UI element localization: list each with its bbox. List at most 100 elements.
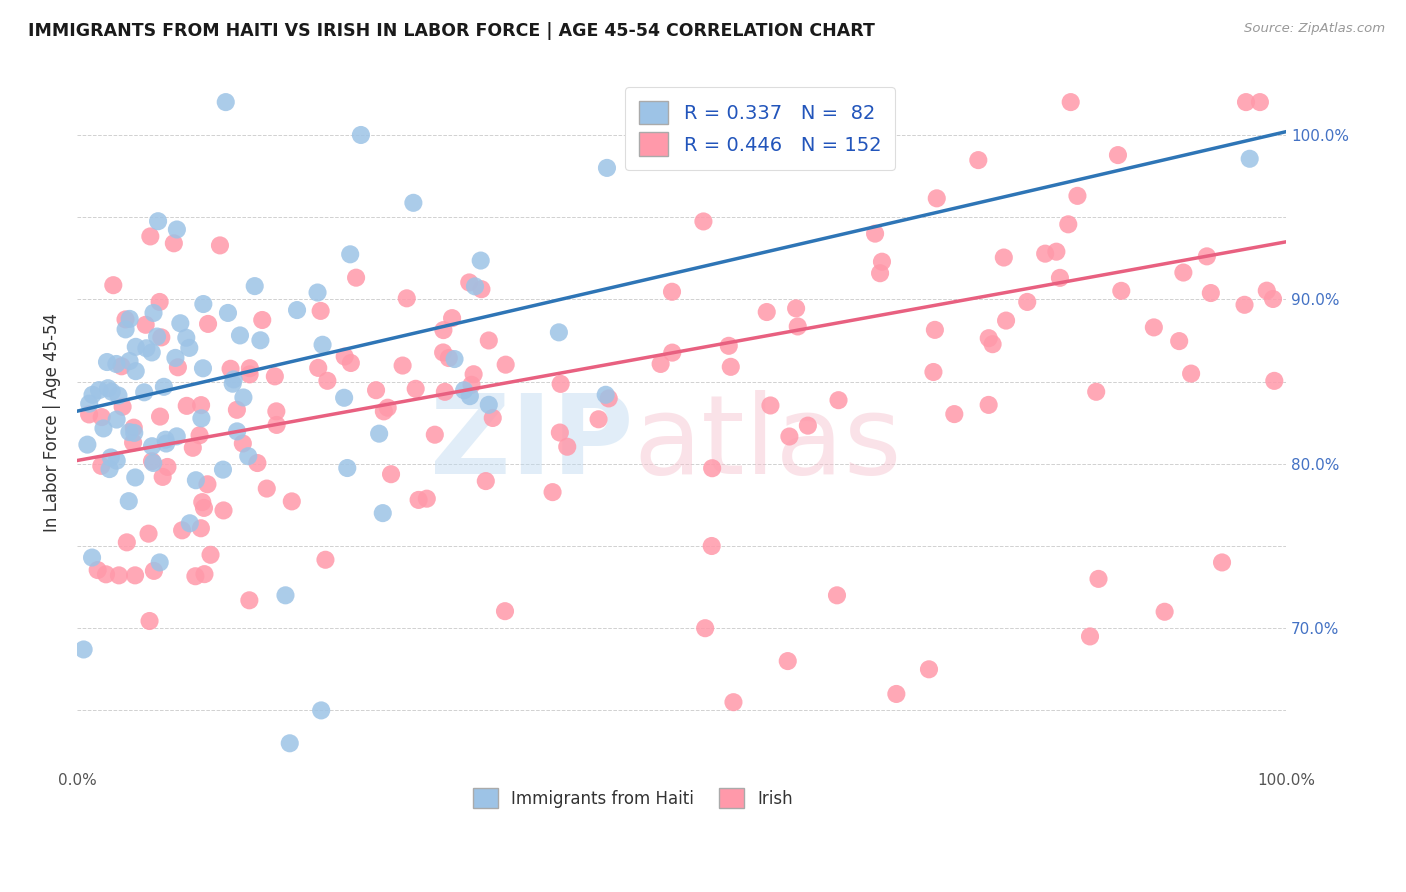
Point (249, 333, 271, 347)
Point (108, 568, 131, 582)
Point (146, 214, 169, 228)
Point (72, 642, 94, 657)
Point (243, 279, 266, 293)
Point (105, 357, 128, 371)
Point (478, 334, 501, 348)
Legend: Immigrants from Haiti, Irish: Immigrants from Haiti, Irish (467, 781, 800, 815)
Point (77, 396, 100, 410)
Point (314, 553, 336, 567)
Point (190, 521, 212, 535)
Point (541, 485, 564, 500)
Point (1180, 367, 1202, 381)
Point (118, 354, 141, 368)
Point (391, 359, 413, 373)
Point (87, 383, 110, 397)
Point (274, 588, 297, 602)
Point (408, 492, 430, 507)
Point (925, 191, 948, 205)
Point (786, 319, 808, 334)
Point (190, 398, 212, 412)
Point (246, 456, 269, 470)
Point (193, 567, 215, 582)
Point (475, 474, 498, 488)
Point (110, 359, 132, 374)
Point (350, 128, 373, 142)
Point (1085, 384, 1108, 399)
Point (1261, 292, 1284, 306)
Point (1195, 249, 1218, 263)
Point (924, 323, 946, 337)
Point (156, 459, 179, 474)
Point (256, 482, 278, 496)
Point (588, 412, 610, 426)
Point (311, 338, 333, 352)
Point (661, 285, 683, 299)
Point (922, 365, 945, 379)
Point (1211, 556, 1233, 570)
Point (176, 399, 198, 413)
Point (229, 328, 252, 343)
Point (1045, 244, 1067, 259)
Point (918, 662, 941, 676)
Point (555, 440, 578, 454)
Point (82, 388, 104, 402)
Point (340, 356, 363, 370)
Point (176, 331, 198, 345)
Point (155, 433, 177, 447)
Point (478, 398, 501, 412)
Point (141, 439, 163, 453)
Point (458, 276, 481, 290)
Point (481, 411, 503, 425)
Point (1049, 270, 1071, 285)
Point (139, 229, 162, 244)
Point (142, 564, 165, 578)
Point (1168, 334, 1191, 348)
Point (776, 654, 799, 668)
Point (217, 306, 239, 320)
Point (1249, 95, 1271, 109)
Point (1239, 152, 1261, 166)
Point (172, 524, 194, 538)
Text: Source: ZipAtlas.com: Source: ZipAtlas.com (1244, 22, 1385, 36)
Point (423, 427, 446, 442)
Point (163, 236, 186, 251)
Point (252, 313, 274, 327)
Point (373, 404, 395, 418)
Point (364, 383, 387, 397)
Point (90, 458, 112, 473)
Point (333, 391, 356, 405)
Point (285, 303, 308, 318)
Point (107, 388, 129, 402)
Point (470, 253, 492, 268)
Point (125, 364, 148, 378)
Point (1263, 374, 1285, 388)
Point (197, 317, 219, 331)
Point (105, 412, 128, 426)
Point (432, 345, 454, 359)
Point (870, 254, 893, 268)
Point (1153, 605, 1175, 619)
Point (100, 384, 122, 399)
Point (548, 326, 571, 340)
Point (650, 357, 672, 371)
Point (266, 417, 288, 432)
Point (700, 539, 723, 553)
Point (166, 222, 188, 236)
Point (226, 425, 249, 439)
Point (470, 282, 492, 296)
Point (977, 331, 1000, 345)
Point (93, 421, 115, 435)
Point (943, 407, 966, 421)
Point (595, 388, 617, 402)
Point (166, 429, 188, 443)
Point (1060, 95, 1083, 109)
Point (1199, 286, 1222, 301)
Point (432, 323, 454, 337)
Point (232, 436, 254, 450)
Point (702, 461, 724, 475)
Point (141, 345, 163, 359)
Point (433, 384, 456, 399)
Point (339, 247, 361, 261)
Point (239, 368, 262, 382)
Point (1173, 266, 1195, 280)
